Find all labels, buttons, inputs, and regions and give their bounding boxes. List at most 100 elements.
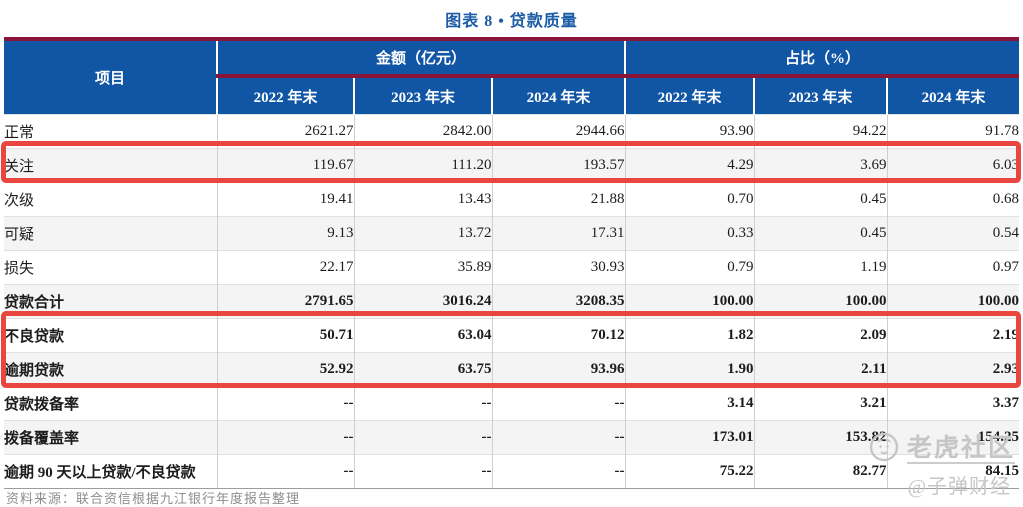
cell: 100.00 — [886, 284, 1020, 319]
cell: 3016.24 — [353, 284, 492, 319]
figure-title: 图表 8 • 贷款质量 — [445, 13, 578, 30]
cell: -- — [491, 386, 625, 421]
table-row-overdue-loans: 逾期贷款 52.92 63.75 93.96 1.90 2.11 2.93 — [4, 352, 1020, 387]
cell: 2.93 — [886, 352, 1020, 387]
cell: -- — [353, 454, 492, 489]
cell: 63.75 — [353, 352, 492, 387]
row-label: 损失 — [4, 250, 217, 285]
cell: 22.17 — [216, 250, 354, 285]
cell: 21.88 — [491, 182, 625, 217]
cell: 63.04 — [353, 318, 492, 353]
cell: 0.68 — [886, 182, 1020, 217]
cell: 3.37 — [886, 386, 1020, 421]
source-note: 资料来源：联合资信根据九江银行年度报告整理 — [6, 491, 301, 506]
cell: 35.89 — [353, 250, 492, 285]
cell: 75.22 — [624, 454, 754, 489]
cell: 2.11 — [753, 352, 887, 387]
cell: 82.77 — [753, 454, 887, 489]
cell: 1.19 — [753, 250, 887, 285]
cell: 119.67 — [216, 148, 354, 183]
row-label: 可疑 — [4, 216, 217, 251]
cell: 6.03 — [886, 148, 1020, 183]
cell: 0.54 — [886, 216, 1020, 251]
row-label: 关注 — [4, 148, 217, 183]
cell: 100.00 — [753, 284, 887, 319]
cell: 2791.65 — [216, 284, 354, 319]
cell: 173.01 — [624, 420, 754, 455]
cell: 13.43 — [353, 182, 492, 217]
header-year: 2022 年末 — [216, 76, 354, 115]
cell: 0.45 — [753, 216, 887, 251]
cell: 100.00 — [624, 284, 754, 319]
table-row-normal: 正常 2621.27 2842.00 2944.66 93.90 94.22 9… — [4, 114, 1020, 149]
row-label: 拨备覆盖率 — [4, 420, 217, 455]
cell: 52.92 — [216, 352, 354, 387]
cell: 93.96 — [491, 352, 625, 387]
header-year: 2022 年末 — [624, 76, 754, 115]
cell: -- — [491, 454, 625, 489]
cell: 94.22 — [753, 114, 887, 149]
cell: 153.82 — [753, 420, 887, 455]
cell: -- — [216, 386, 354, 421]
cell: 0.70 — [624, 182, 754, 217]
cell: -- — [491, 420, 625, 455]
cell: 0.45 — [753, 182, 887, 217]
cell: 3208.35 — [491, 284, 625, 319]
table-row-npl: 不良贷款 50.71 63.04 70.12 1.82 2.09 2.19 — [4, 318, 1020, 353]
cell: 1.82 — [624, 318, 754, 353]
cell: 84.15 — [886, 454, 1020, 489]
row-label: 逾期贷款 — [4, 352, 217, 387]
cell: 93.90 — [624, 114, 754, 149]
table-row-total-loans: 贷款合计 2791.65 3016.24 3208.35 100.00 100.… — [4, 284, 1020, 319]
header-share-group: 占比（%） — [623, 39, 1020, 78]
cell: 9.13 — [216, 216, 354, 251]
table-row-special-mention: 关注 119.67 111.20 193.57 4.29 3.69 6.03 — [4, 148, 1020, 183]
cell: 91.78 — [886, 114, 1020, 149]
cell: 2.19 — [886, 318, 1020, 353]
table-row-provision-ratio: 贷款拨备率 -- -- -- 3.14 3.21 3.37 — [4, 386, 1020, 421]
cell: 154.25 — [886, 420, 1020, 455]
loan-quality-table: 项目 金额（亿元） 占比（%） 2022 年末 2023 年末 2024 年末 … — [4, 37, 1020, 489]
row-label: 正常 — [4, 114, 217, 149]
cell: 0.97 — [886, 250, 1020, 285]
table-row-substandard: 次级 19.41 13.43 21.88 0.70 0.45 0.68 — [4, 182, 1020, 217]
cell: 4.29 — [624, 148, 754, 183]
header-item: 项目 — [4, 39, 217, 115]
cell: 13.72 — [353, 216, 492, 251]
header-year-row: 2022 年末 2023 年末 2024 年末 2022 年末 2023 年末 … — [4, 76, 1020, 115]
table-row-overdue90-to-npl: 逾期 90 天以上贷款/不良贷款 -- -- -- 75.22 82.77 84… — [4, 454, 1020, 489]
cell: -- — [216, 420, 354, 455]
cell: 2944.66 — [491, 114, 625, 149]
cell: -- — [353, 386, 492, 421]
cell: 0.79 — [624, 250, 754, 285]
cell: -- — [216, 454, 354, 489]
cell: 193.57 — [491, 148, 625, 183]
cell: 2621.27 — [216, 114, 354, 149]
cell: 1.90 — [624, 352, 754, 387]
cell: 111.20 — [353, 148, 492, 183]
cell: 19.41 — [216, 182, 354, 217]
cell: -- — [353, 420, 492, 455]
cell: 17.31 — [491, 216, 625, 251]
header-year: 2023 年末 — [353, 76, 492, 115]
header-year: 2023 年末 — [753, 76, 887, 115]
cell: 50.71 — [216, 318, 354, 353]
cell: 3.21 — [753, 386, 887, 421]
cell: 2842.00 — [353, 114, 492, 149]
header-group-row: 项目 金额（亿元） 占比（%） — [4, 39, 1020, 115]
cell: 30.93 — [491, 250, 625, 285]
table-row-loss: 损失 22.17 35.89 30.93 0.79 1.19 0.97 — [4, 250, 1020, 285]
table-row-doubtful: 可疑 9.13 13.72 17.31 0.33 0.45 0.54 — [4, 216, 1020, 251]
row-label: 贷款拨备率 — [4, 386, 217, 421]
table-row-provision-coverage: 拨备覆盖率 -- -- -- 173.01 153.82 154.25 — [4, 420, 1020, 455]
header-year: 2024 年末 — [885, 76, 1020, 115]
row-label: 逾期 90 天以上贷款/不良贷款 — [4, 454, 217, 489]
header-year: 2024 年末 — [491, 76, 625, 115]
cell: 3.14 — [624, 386, 754, 421]
cell: 70.12 — [491, 318, 625, 353]
cell: 3.69 — [753, 148, 887, 183]
cell: 0.33 — [624, 216, 754, 251]
cell: 2.09 — [753, 318, 887, 353]
row-label: 次级 — [4, 182, 217, 217]
row-label: 不良贷款 — [4, 318, 217, 353]
